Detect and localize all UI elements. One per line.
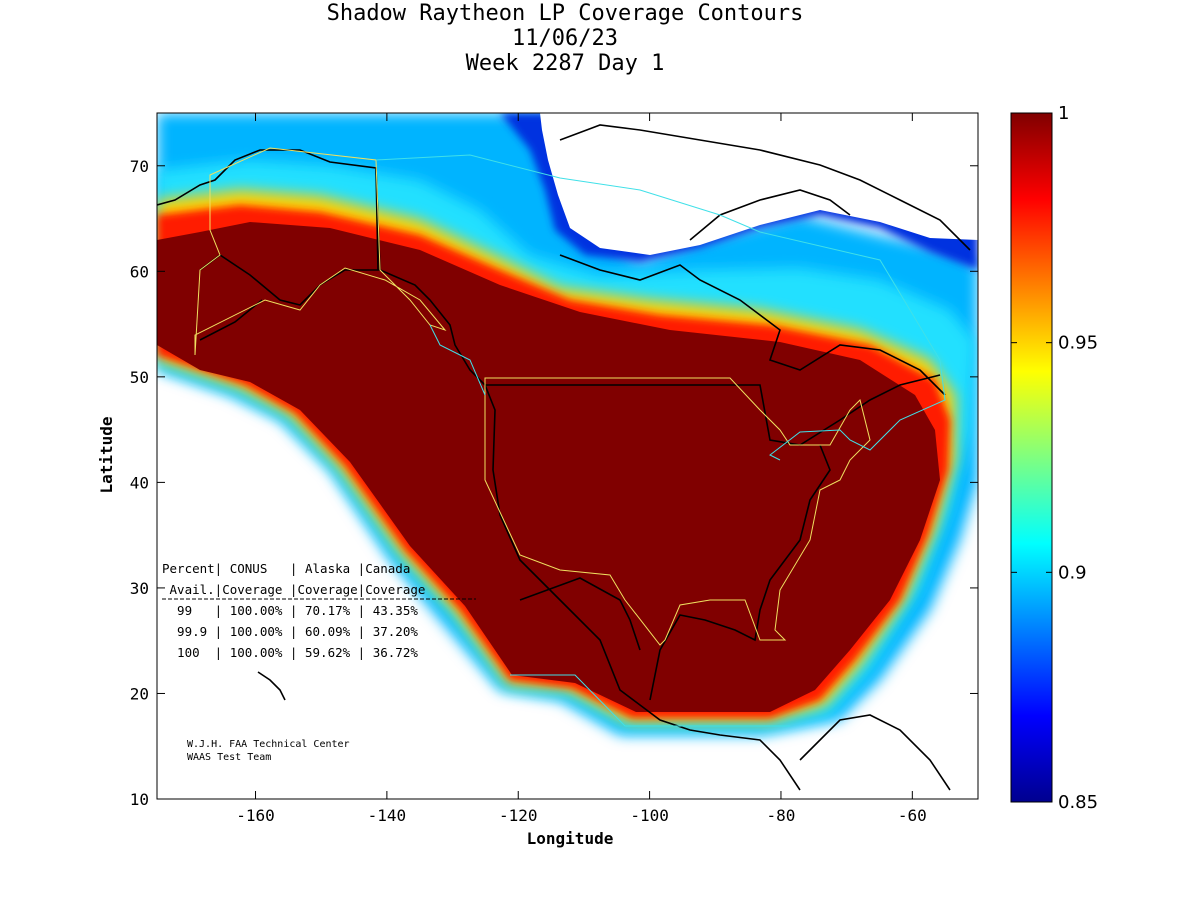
coverage-table: Percent| CONUS | Alaska |Canada Avail.|C… [162,561,476,660]
service-region-outlines [194,147,946,727]
us-east-gulf-coast [649,444,831,701]
y-tick-label: 40 [130,473,149,492]
chart-title-week: Week 2287 Day 1 [465,51,665,76]
us-canada-border [485,374,941,446]
hawaii-islands [257,671,286,701]
canada-fir-outline [375,154,946,461]
hudson-bay-coast [559,254,946,396]
credit-line-1: W.J.H. FAA Technical Center [187,739,350,750]
table-row: 100 | 100.00% | 59.62% | 36.72% [162,645,418,660]
colorbar-ticks: 1 0.95 0.9 0.85 [1011,103,1098,813]
alaska-south-coast [199,254,380,306]
chart-title-date: 11/06/23 [512,26,618,51]
y-tick-label: 70 [130,157,149,176]
y-axis-label: Latitude [97,416,116,493]
arctic-islands-outline [559,124,971,251]
y-tick-label: 60 [130,262,149,281]
table-header-1: Percent| CONUS | Alaska |Canada [162,561,410,576]
x-tick-label: -60 [898,806,927,825]
table-row: 99 | 100.00% | 70.17% | 43.35% [162,603,418,618]
conus-outline [484,377,871,646]
coverage-contours [157,113,978,735]
y-tick-label: 30 [130,579,149,598]
x-tick-label: -120 [499,806,538,825]
x-tick-label: -160 [236,806,275,825]
y-tick-label: 50 [130,368,149,387]
x-tick-label: -80 [767,806,796,825]
x-axis: -160 -140 -120 -100 -80 -60 [236,113,927,825]
chart-title-line-1: Shadow Raytheon LP Coverage Contours [326,1,804,26]
x-axis-label: Longitude [527,829,614,848]
mexico-fir-outline [510,674,790,727]
alaska-canada-border [375,167,379,271]
map-outlines [157,124,971,791]
colorbar-tick-label: 0.85 [1058,792,1098,813]
aleutian-chain [199,299,263,341]
table-row: 99.9 | 100.00% | 60.09% | 37.20% [162,624,418,639]
table-header-2: Avail.|Coverage |Coverage|Coverage [162,582,425,597]
credit-line-2: WAAS Test Team [187,752,271,763]
colorbar-tick-label: 1 [1058,103,1069,124]
x-tick-label: -140 [368,806,407,825]
y-tick-label: 10 [130,790,149,809]
x-tick-label: -100 [630,806,669,825]
central-america-outline [799,714,951,791]
colorbar-tick-label: 0.95 [1058,333,1098,354]
us-mexico-border [519,577,641,651]
plot-frame [156,112,979,800]
baffin-outline [689,189,851,241]
y-tick-label: 20 [130,684,149,703]
colorbar [1010,112,1053,803]
colorbar-tick-label: 0.9 [1058,562,1087,583]
bc-fir-outline [429,324,486,396]
y-axis: 10 20 30 40 50 60 70 [130,157,978,809]
